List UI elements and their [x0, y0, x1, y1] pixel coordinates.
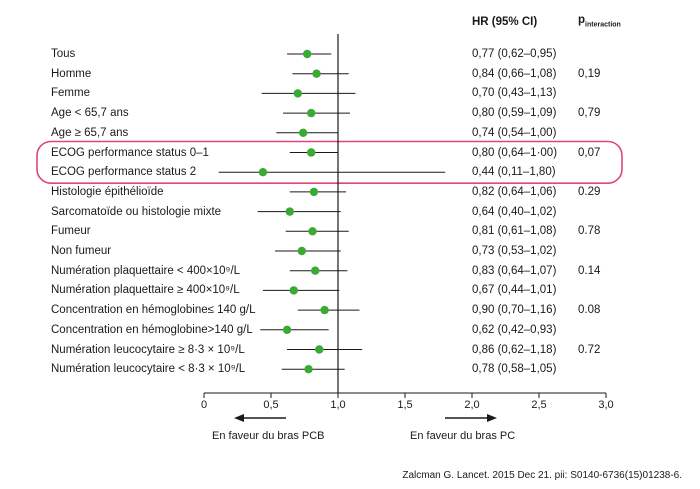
hr-point [258, 168, 268, 177]
x-tick-label: 3,0 [598, 399, 614, 411]
hr-ci-value: 0,67 (0,44–1,01) [472, 284, 557, 297]
source-citation: Zalcman G. Lancet. 2015 Dec 21. pii: S01… [402, 470, 682, 481]
hr-ci-value: 0,80 (0,64–1·00) [472, 146, 558, 159]
highlight-box [36, 140, 623, 185]
hr-ci-value: 0,80 (0,59–1,09) [472, 107, 557, 120]
left-arrowhead [234, 414, 244, 422]
hr-point [285, 207, 294, 216]
hr-ci-value: 0,64 (0,40–1,02) [472, 205, 557, 218]
hr-point [304, 365, 313, 374]
row-label: Fumeur [51, 225, 91, 238]
hr-point [320, 305, 329, 315]
p-interaction-header: pinteraction [578, 14, 621, 29]
hr-point [312, 69, 321, 78]
hr-point [298, 128, 308, 137]
row-label: ECOG performance status 0–1 [51, 146, 209, 159]
row-label: Homme [51, 67, 92, 80]
p-value: 0.08 [578, 304, 601, 317]
row-label: Concentration en hémoglobine≤ 140 g/L [51, 304, 256, 317]
hr-point [315, 345, 324, 354]
x-tick-label: 2,5 [531, 399, 547, 411]
row-label: Concentration en hémoglobine>140 g/L [51, 323, 253, 336]
hr-ci-value: 0,81 (0,61–1,08) [472, 225, 557, 238]
hr-ci-value: 0,73 (0,53–1,02) [472, 245, 557, 257]
hr-point [307, 148, 316, 157]
hr-ci-value: 0,44 (0,11–1,80) [472, 166, 556, 179]
hr-point [311, 266, 320, 275]
x-tick-label: 1,0 [330, 399, 346, 411]
x-tick-label: 1,5 [397, 399, 413, 411]
x-tick-label: 2,0 [464, 399, 480, 411]
p-value: 0.72 [578, 343, 601, 356]
row-label: ECOG performance status 2 [51, 166, 197, 179]
hr-ci-value: 0,86 (0,62–1,18) [472, 343, 557, 356]
row-label: Numération leucocytaire ≥ 8·3 × 10⁹/L [51, 343, 245, 356]
hr-ci-value: 0,83 (0,64–1,07) [472, 264, 557, 277]
x-tick-label: 0 [200, 399, 208, 411]
row-label: Age < 65,7 ans [51, 107, 129, 120]
hr-ci-value: 0,90 (0,70–1,16) [472, 304, 557, 317]
row-label: Age ≥ 65,7 ans [51, 126, 129, 139]
hr-ci-value: 0,77 (0,62–0,95) [472, 48, 557, 60]
hr-point [307, 108, 316, 118]
p-value: 0.14 [578, 264, 601, 277]
hr-point [282, 325, 292, 334]
p-value: 0.29 [578, 185, 601, 198]
row-label: Sarcomatoïde ou histologie mixte [51, 205, 222, 218]
row-label: Non fumeur [51, 245, 112, 257]
row-label: Numération plaquettaire < 400×10⁹/L [51, 264, 241, 277]
p-value: 0,07 [578, 146, 601, 159]
hr-point [308, 227, 317, 236]
row-label: Tous [51, 48, 76, 60]
hr-ci-value: 0,82 (0,64–1,06) [472, 185, 557, 198]
p-value: 0.78 [578, 225, 601, 238]
hr-point [293, 89, 302, 98]
row-label: Histologie épithélioïde [51, 185, 164, 198]
right-arrowhead [487, 414, 497, 422]
hr-point [289, 286, 298, 295]
hr-point [297, 246, 307, 256]
p-subscript: interaction [585, 21, 621, 29]
right-caption: En faveur du bras PC [410, 430, 516, 442]
row-label: Numération leucocytaire < 8·3 × 10⁹/L [51, 363, 246, 376]
p-value: 0,19 [578, 67, 601, 80]
hr-ci-value: 0,70 (0,43–1,13) [472, 87, 557, 100]
row-label: Femme [51, 87, 90, 100]
hr-ci-value: 0,62 (0,42–0,93) [472, 323, 557, 336]
p-value: 0,79 [578, 107, 601, 120]
left-caption: En faveur du bras PCB [212, 430, 325, 442]
row-label: Numération plaquettaire ≥ 400×10⁹/L [51, 284, 240, 297]
p-letter: p [578, 14, 586, 26]
hr-ci-value: 0,74 (0,54–1,00) [472, 126, 557, 139]
x-tick-label: 0,5 [263, 399, 279, 411]
hr-point [302, 49, 312, 59]
hr-column-header: HR (95% CI) [472, 16, 538, 28]
hr-point [309, 187, 319, 197]
hr-ci-value: 0,78 (0,58–1,05) [472, 363, 557, 376]
hr-ci-value: 0,84 (0,66–1,08) [472, 67, 557, 80]
